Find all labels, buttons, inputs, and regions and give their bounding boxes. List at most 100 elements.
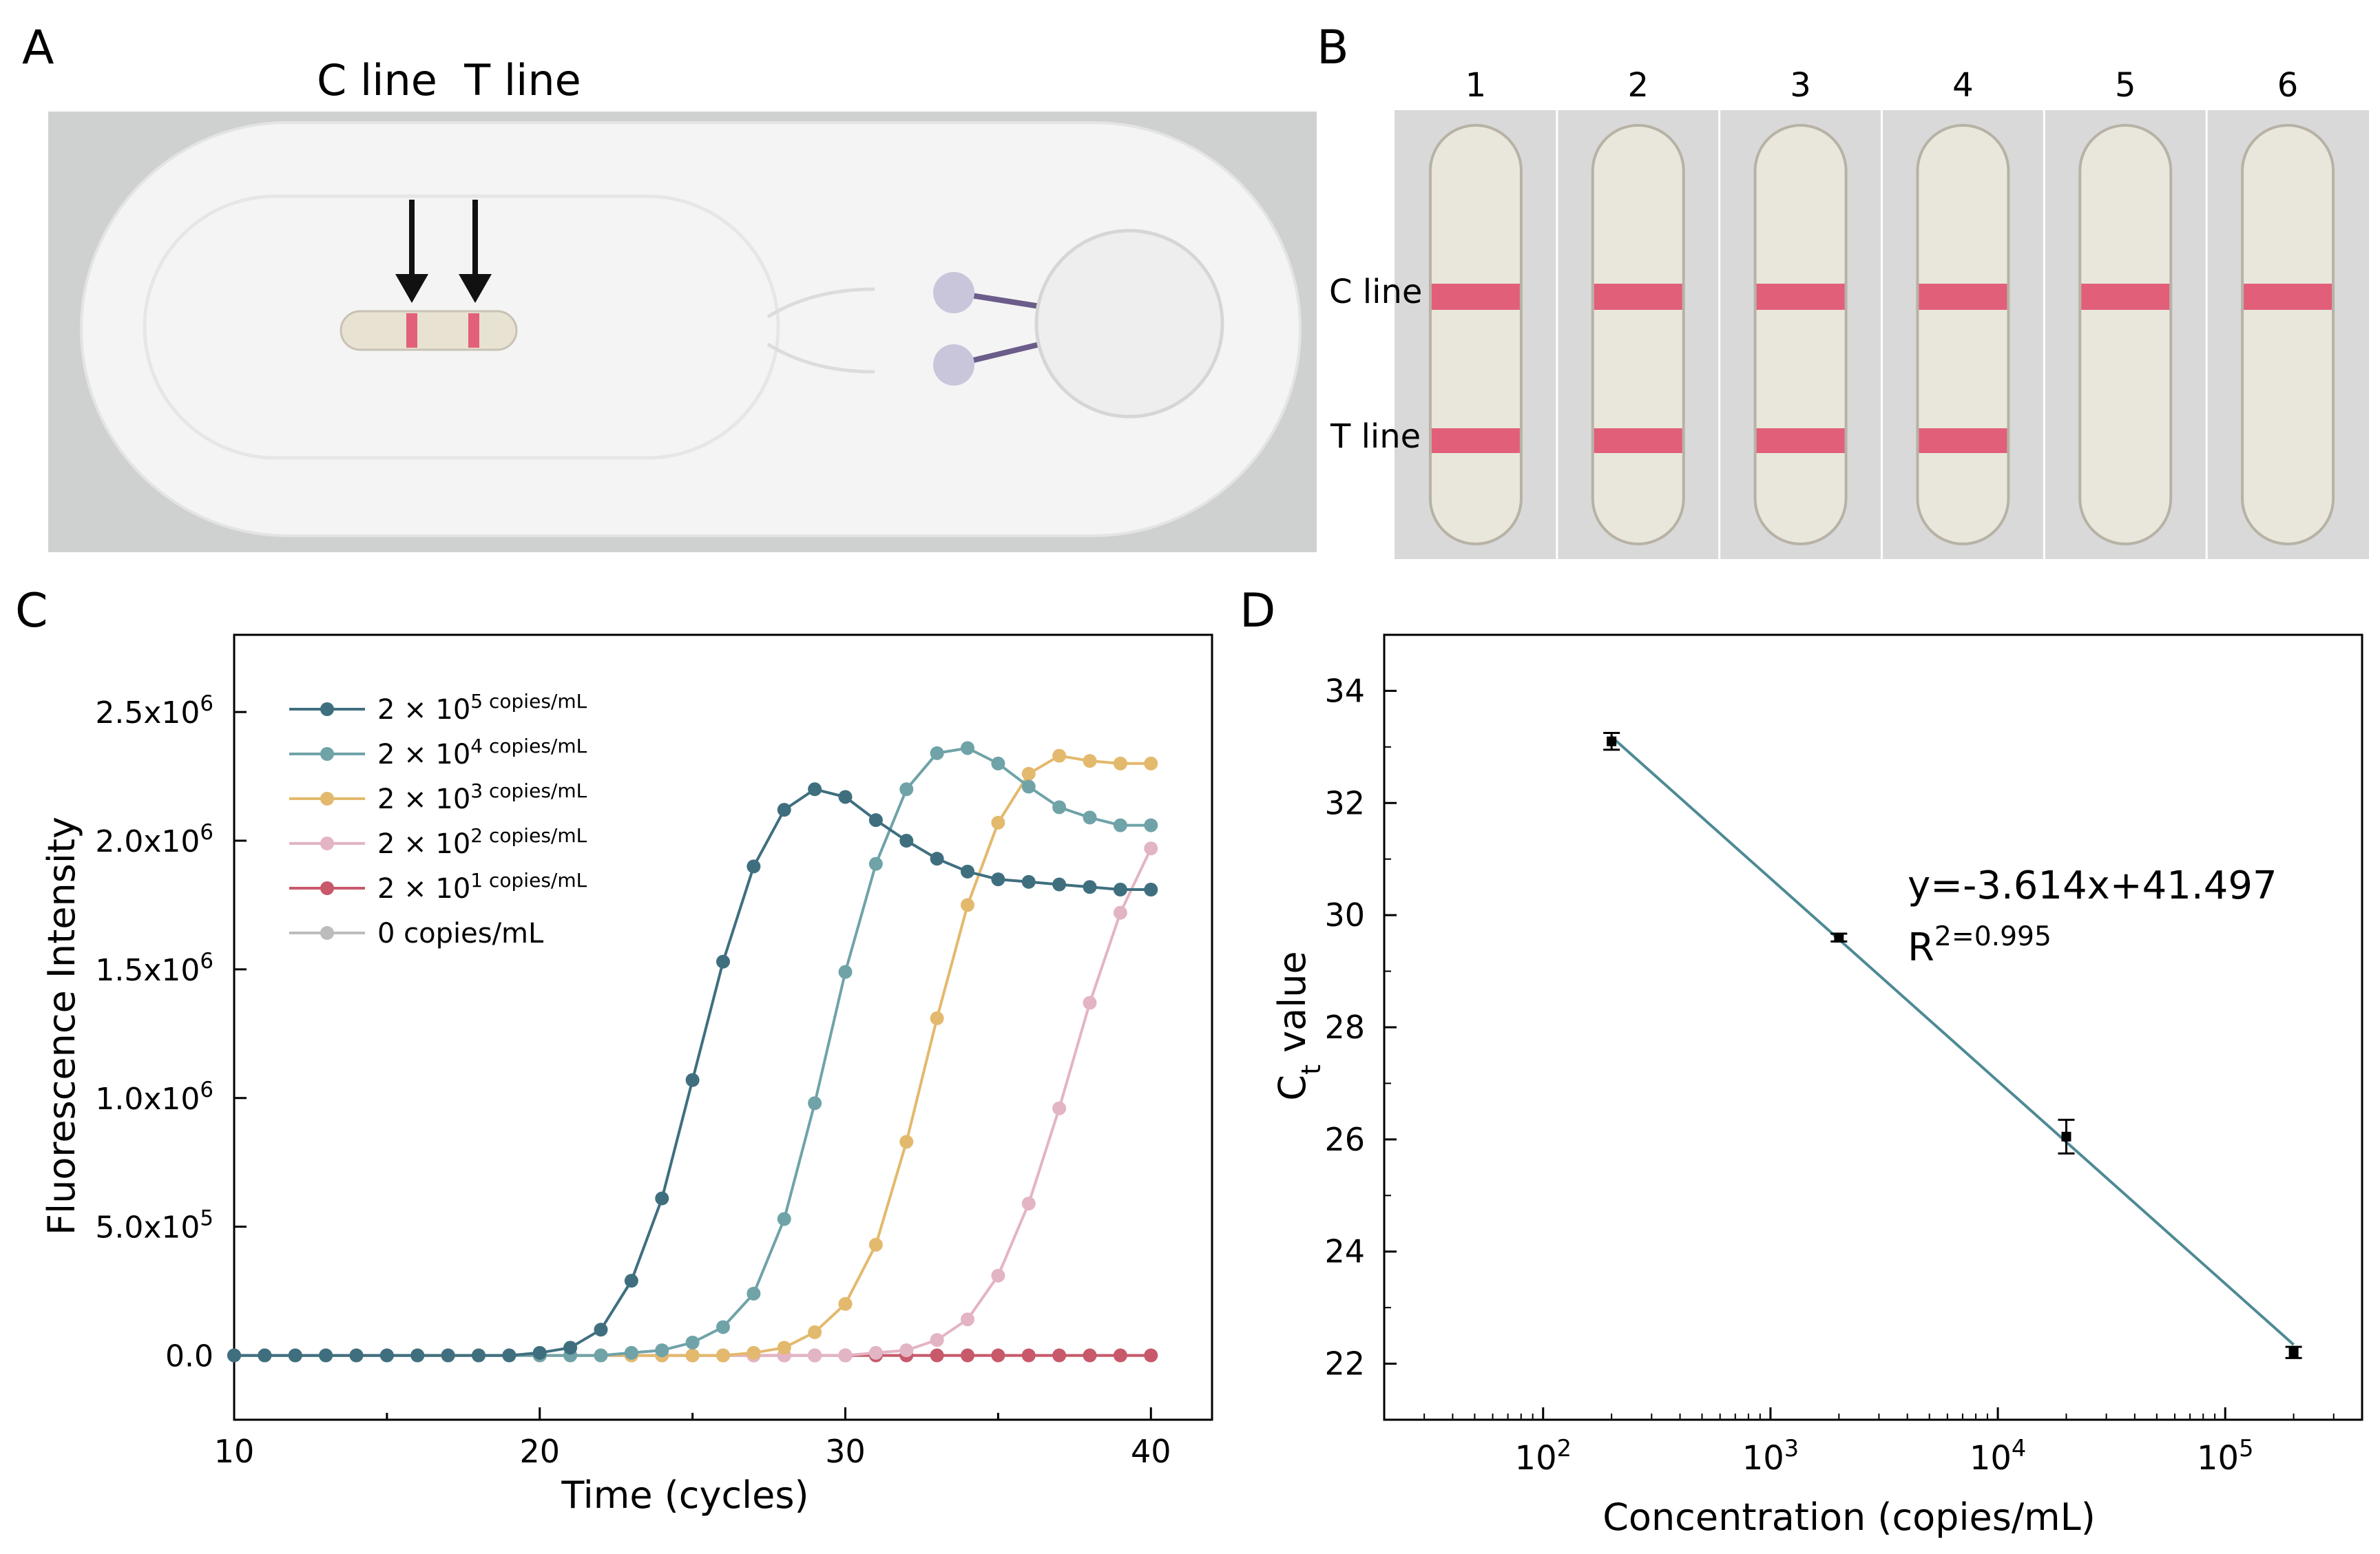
chart-c-series-line (234, 746, 1151, 1357)
chart-c-point (961, 1312, 974, 1327)
chart-c-point (747, 1345, 761, 1360)
strip-number: 4 (1952, 66, 1974, 105)
chart-d-y-tick-label: 24 (1324, 1233, 1365, 1270)
chart-d-y-tick-label: 34 (1324, 672, 1365, 709)
chart-c-legend-label: 2 × 104 copies/mL (377, 735, 587, 771)
test-strip (1591, 124, 1685, 545)
chart-c-series-line (234, 788, 1151, 1357)
test-strip (1916, 124, 2010, 545)
chart-c-point (685, 1335, 700, 1350)
chart-c-point (991, 756, 1005, 770)
device-t-line (468, 313, 479, 348)
chart-d-y-tick-label: 30 (1324, 896, 1365, 934)
strip-number: 6 (2277, 66, 2299, 105)
chart-c-point (777, 803, 791, 817)
chart-d-frame (1383, 633, 2363, 1421)
chart-d-x-tick-label: 104 (1970, 1435, 2026, 1478)
chart-d-x-tick-label: 102 (1515, 1435, 1572, 1478)
strip-c-line (1594, 284, 1682, 310)
chart-c-point (961, 864, 974, 879)
chart-c-point (930, 746, 944, 760)
chart-c-point (319, 1348, 333, 1363)
chart-c-point (379, 1348, 394, 1363)
chart-c-point (288, 1348, 302, 1363)
strip-number: 3 (1790, 66, 1811, 105)
chart-c-y-tick-label: 1.0x106 (95, 1078, 213, 1117)
chart-c-point (961, 1348, 974, 1363)
chart-c-legend-marker (320, 881, 334, 895)
chart-c-point (808, 782, 822, 797)
test-strip (1428, 124, 1523, 545)
chart-c-point (1113, 905, 1127, 920)
chart-c-point (991, 872, 1005, 887)
chart-c-point (410, 1348, 425, 1363)
chart-c-point (1113, 883, 1127, 897)
chart-c-point (868, 1237, 883, 1252)
strip-number: 2 (1627, 66, 1649, 105)
chart-c-x-tick-label: 10 (214, 1433, 255, 1470)
chart-c-legend-marker (320, 837, 334, 850)
chart-c-point (349, 1348, 364, 1363)
strip-number: 5 (2115, 66, 2136, 105)
chart-c-point (930, 1348, 944, 1363)
chart-c-y-tick-label: 2.5x106 (95, 691, 213, 731)
chart-c-point (685, 1073, 700, 1087)
chart-c-point (624, 1274, 638, 1288)
chart-c-series-line (234, 754, 1151, 1357)
chart-c-point (961, 741, 974, 755)
chart-c-point (808, 1348, 822, 1363)
device-window-recess (143, 194, 780, 460)
chart-c-legend-marker (320, 702, 334, 716)
chart-c-point (991, 1268, 1005, 1283)
chart-c-y-tick-label: 2.0x106 (95, 820, 213, 859)
panel-a-device-photo: C line T line (48, 55, 1317, 552)
chart-d-y-tick-label: 32 (1324, 784, 1365, 821)
chart-c-point (624, 1345, 638, 1360)
strip-t-line (1431, 428, 1520, 453)
chart-c-point (441, 1348, 455, 1363)
strip-c-line (1756, 284, 1845, 310)
chart-c-point (1144, 841, 1158, 856)
panel-b-test-strips: 1 2 3 4 5 6 C line T line (1329, 66, 2369, 559)
chart-c-point (1113, 818, 1127, 832)
chart-c-point (655, 1343, 669, 1358)
chart-c-xlabel: Time (cycles) (561, 1473, 808, 1517)
sample-port-cap (1034, 229, 1224, 419)
chart-c-point (1021, 874, 1036, 889)
chart-c-point (1144, 883, 1158, 897)
chart-c-point (1113, 756, 1127, 770)
chart-c-point (594, 1323, 608, 1337)
chart-c-y-tick-label: 5.0x105 (95, 1206, 213, 1246)
chart-c-x-tick-label: 30 (825, 1433, 866, 1470)
device-channel-upper (766, 287, 875, 319)
chart-c-ylabel: Fluorescence Intensity (40, 817, 83, 1235)
chart-c-point (1021, 779, 1036, 794)
chart-c-point (472, 1348, 486, 1363)
chart-c-x-tick-label: 20 (519, 1433, 560, 1470)
strip-c-line (1919, 284, 2007, 310)
chart-c-series-line (234, 848, 1153, 1357)
chart-c-point (1052, 1101, 1067, 1115)
chart-c-legend-label: 2 × 102 copies/mL (377, 824, 587, 861)
chart-c-point (808, 1325, 822, 1339)
chart-c-point (1144, 756, 1158, 770)
chart-c-point (838, 965, 853, 979)
chart-d-xlabel: Concentration (copies/mL) (1603, 1495, 2096, 1539)
chart-c-point (899, 1343, 914, 1358)
chart-d-point (2288, 1347, 2299, 1358)
knob-upper (933, 272, 974, 313)
chart-c-frame (233, 633, 1213, 1421)
chart-c-point (594, 1348, 608, 1363)
chart-c-point (716, 954, 730, 969)
chart-c-point (716, 1320, 730, 1334)
chart-c-legend-marker (320, 926, 334, 940)
test-strip (2241, 124, 2335, 545)
chart-c-point (655, 1191, 669, 1206)
chart-c-point (899, 834, 914, 848)
chart-c-point (685, 1348, 700, 1363)
chart-c-point (1144, 818, 1158, 832)
chart-c-point (838, 1296, 853, 1311)
chart-c-point (563, 1341, 578, 1355)
device-channel-lower (766, 342, 875, 374)
